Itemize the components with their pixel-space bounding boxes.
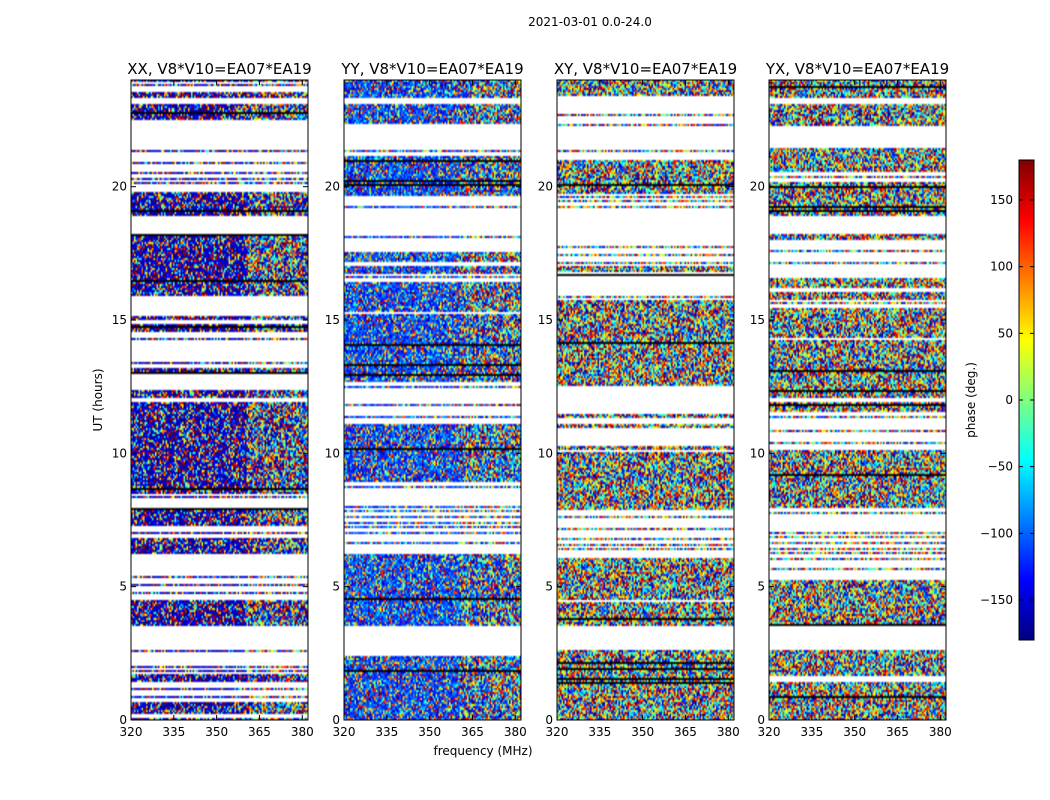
plot-frame xyxy=(343,79,522,721)
y-tick-label: 20 xyxy=(112,180,127,194)
panel-xy: XY, V8*V10=EA07*EA19 320 335 350 365 380 0 5 10 1… xyxy=(538,60,740,739)
figure-suptitle: 2021-03-01 0.0-24.0 xyxy=(528,15,652,29)
colorbar-label: phase (deg.) xyxy=(964,362,978,438)
colorbar-tick-label: 100 xyxy=(990,260,1013,274)
x-tick-label: 320 xyxy=(546,725,569,739)
y-tick-label: 10 xyxy=(112,446,127,460)
panel-title: XX, V8*V10=EA07*EA19 xyxy=(127,60,311,78)
x-tick-label: 365 xyxy=(886,725,909,739)
phase-heatmap xyxy=(344,80,521,720)
colorbar-tick-label: −150 xyxy=(980,593,1013,607)
colorbar: −150 −100 −50 0 50 100 150 xyxy=(980,159,1035,641)
colorbar-tick-label: −50 xyxy=(988,460,1013,474)
y-tick-label: 20 xyxy=(538,180,553,194)
x-tick-label: 380 xyxy=(717,725,740,739)
y-tick-label: 0 xyxy=(332,713,340,727)
x-tick-label: 350 xyxy=(418,725,441,739)
y-axis-label: UT (hours) xyxy=(91,368,105,431)
y-tick-label: 10 xyxy=(325,446,340,460)
y-tick-label: 20 xyxy=(325,180,340,194)
x-tick-label: 320 xyxy=(120,725,143,739)
colorbar-tick-label: 150 xyxy=(990,193,1013,207)
x-tick-label: 350 xyxy=(205,725,228,739)
x-axis-label: frequency (MHz) xyxy=(433,744,532,758)
x-tick-label: 365 xyxy=(461,725,484,739)
plot-frame xyxy=(130,79,309,721)
x-tick-label: 335 xyxy=(375,725,398,739)
y-tick-label: 10 xyxy=(750,446,765,460)
panel-xx: XX, V8*V10=EA07*EA19 320 335 350 365 380 0 5 10 1… xyxy=(112,60,314,739)
y-tick-label: 0 xyxy=(757,713,765,727)
colorbar-tick-label: 0 xyxy=(1005,393,1013,407)
panel-yx: YX, V8*V10=EA07*EA19 320 335 350 365 380 0 5 10 1… xyxy=(750,60,952,739)
x-tick-label: 320 xyxy=(333,725,356,739)
y-tick-label: 5 xyxy=(119,580,127,594)
x-tick-label: 380 xyxy=(504,725,527,739)
panel-title: YX, V8*V10=EA07*EA19 xyxy=(765,60,949,78)
y-tick-label: 20 xyxy=(750,180,765,194)
panel-yy: YY, V8*V10=EA07*EA19 320 335 350 365 380 0 5 10 1… xyxy=(325,60,527,739)
plot-frame xyxy=(768,79,947,721)
plot-frame xyxy=(556,79,735,721)
y-tick-label: 15 xyxy=(750,313,765,327)
y-tick-label: 15 xyxy=(112,313,127,327)
x-tick-label: 365 xyxy=(248,725,271,739)
phase-heatmap xyxy=(131,80,308,720)
panel-title: YY, V8*V10=EA07*EA19 xyxy=(340,60,523,78)
colorbar-tick-label: −100 xyxy=(980,526,1013,540)
colorbar-tick-label: 50 xyxy=(998,326,1013,340)
y-tick-label: 10 xyxy=(538,446,553,460)
y-tick-label: 0 xyxy=(545,713,553,727)
phase-heatmap xyxy=(557,80,734,720)
panel-title: XY, V8*V10=EA07*EA19 xyxy=(554,60,737,78)
x-tick-label: 335 xyxy=(800,725,823,739)
y-tick-label: 5 xyxy=(757,580,765,594)
y-tick-label: 5 xyxy=(545,580,553,594)
x-tick-label: 320 xyxy=(758,725,781,739)
x-tick-label: 350 xyxy=(631,725,654,739)
y-tick-label: 15 xyxy=(325,313,340,327)
x-tick-label: 350 xyxy=(843,725,866,739)
y-tick-label: 0 xyxy=(119,713,127,727)
y-tick-label: 15 xyxy=(538,313,553,327)
x-tick-label: 335 xyxy=(588,725,611,739)
x-tick-label: 380 xyxy=(929,725,952,739)
panels-group: XX, V8*V10=EA07*EA19 320 335 350 365 380 0 5 10 1… xyxy=(112,60,952,739)
x-tick-label: 380 xyxy=(291,725,314,739)
y-tick-label: 5 xyxy=(332,580,340,594)
x-tick-label: 335 xyxy=(162,725,185,739)
phase-heatmap xyxy=(769,80,946,720)
x-tick-label: 365 xyxy=(674,725,697,739)
